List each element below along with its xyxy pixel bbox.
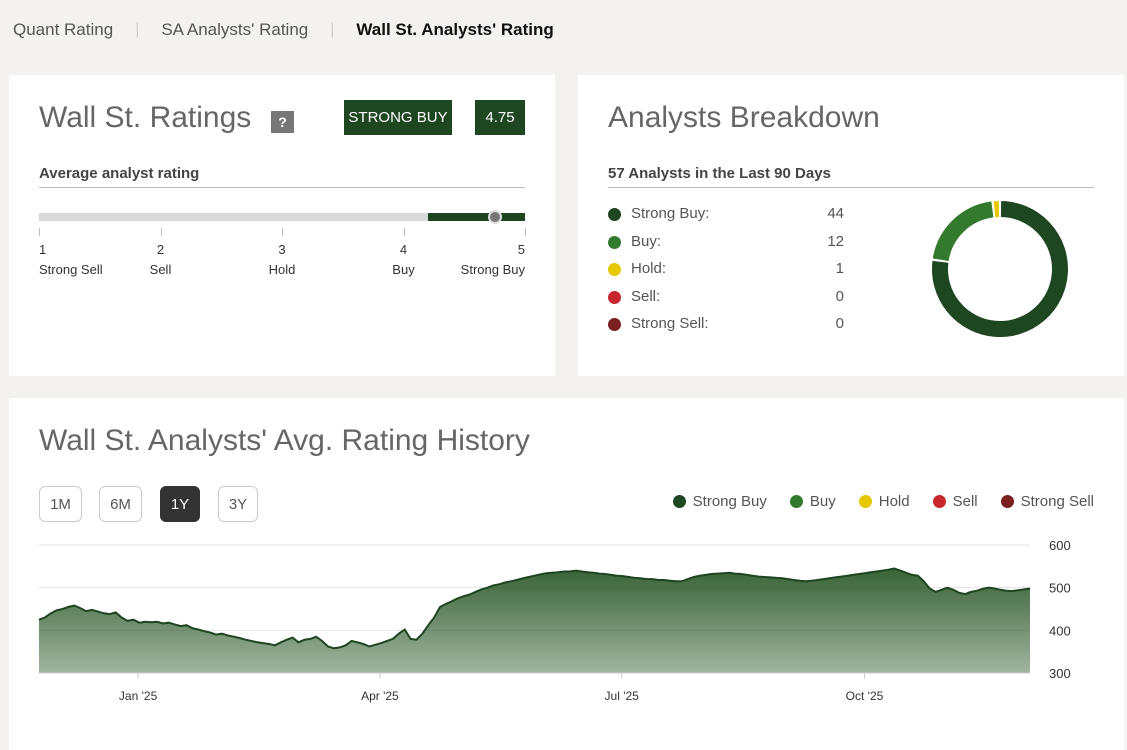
rating-scale-fill: [427, 213, 525, 221]
rating-scale-number: 4: [399, 242, 408, 257]
breakdown-row: Strong Buy: 44: [608, 204, 844, 226]
breakdown-count: 12: [827, 232, 844, 250]
legend-label: Buy: [809, 493, 836, 510]
legend-dot-icon: [608, 290, 621, 304]
breakdown-label: Strong Sell:: [631, 315, 709, 332]
wall-st-ratings-title: Wall St. Ratings: [39, 101, 252, 134]
history-legend: Strong Buy Buy Hold Sell Strong Sell: [672, 493, 1094, 510]
range-button-1y[interactable]: 1Y: [160, 486, 200, 522]
legend-item-sell[interactable]: Sell: [932, 493, 978, 510]
analysts-count-heading: 57 Analysts in the Last 90 Days: [608, 165, 1094, 188]
legend-label: Sell: [952, 493, 978, 510]
rating-tabs: Quant Rating | SA Analysts' Rating | Wal…: [0, 0, 1127, 60]
rating-history-chart: 600 500 400 300 Jan '25 Apr '25 Jul '25 Oct '25: [38, 538, 1071, 703]
rating-scale-label: Strong Sell: [39, 262, 103, 277]
rating-score-badge: 4.75: [475, 100, 525, 135]
rating-scale-tick: [525, 228, 526, 236]
rating-scale-number: 1: [39, 242, 47, 257]
range-button-1m[interactable]: 1M: [39, 486, 82, 522]
breakdown-label: Hold:: [631, 260, 667, 277]
legend-dot-icon: [672, 495, 686, 508]
x-tick-label: Jul '25: [605, 689, 640, 703]
y-tick-label: 500: [1049, 581, 1071, 596]
rating-scale-track: [39, 210, 525, 224]
average-rating-heading: Average analyst rating: [39, 165, 525, 188]
breakdown-label: Strong Buy:: [631, 205, 710, 222]
tab-wall-st-analysts-rating[interactable]: Wall St. Analysts' Rating: [356, 20, 554, 39]
breakdown-donut-chart: [932, 201, 1068, 337]
area-series-line: [38, 567, 1031, 650]
rating-scale-tick: [282, 228, 283, 236]
legend-item-buy[interactable]: Buy: [789, 493, 836, 510]
rating-scale-marker: [487, 210, 502, 224]
breakdown-row: Sell: 0: [608, 287, 844, 309]
breakdown-count: 0: [835, 315, 844, 332]
legend-dot-icon: [789, 495, 803, 508]
legend-item-hold[interactable]: Hold: [858, 493, 910, 510]
breakdown-row: Strong Sell: 0: [608, 314, 844, 336]
legend-dot-icon: [608, 208, 621, 221]
rating-scale-number: 3: [278, 242, 286, 257]
x-tick-label: Jan '25: [119, 689, 158, 703]
y-tick-label: 300: [1049, 666, 1071, 681]
help-icon[interactable]: ?: [271, 111, 294, 133]
area-fill: [39, 568, 1030, 673]
rating-scale-label: Buy: [392, 262, 415, 277]
legend-dot-icon: [608, 235, 621, 249]
rating-scale-label: Sell: [149, 262, 172, 277]
x-tick-label: Apr '25: [361, 689, 399, 703]
rating-history-title: Wall St. Analysts' Avg. Rating History: [39, 424, 530, 457]
legend-dot-icon: [932, 495, 946, 508]
donut-slice: [932, 201, 994, 262]
breakdown-count: 1: [835, 260, 844, 277]
y-tick-label: 600: [1049, 538, 1071, 553]
rating-scale-tick: [39, 228, 40, 236]
wall-st-ratings-card: Wall St. Ratings ? STRONG BUY 4.75 Avera…: [9, 75, 555, 376]
legend-dot-icon: [608, 318, 621, 331]
rating-scale-tick: [160, 228, 162, 236]
legend-dot-icon: [858, 495, 872, 508]
breakdown-row: Buy: 12: [608, 232, 844, 254]
y-tick-label: 400: [1049, 623, 1071, 638]
rating-scale-label: Hold: [268, 262, 296, 277]
legend-label: Strong Buy: [692, 493, 767, 510]
tab-divider: |: [135, 21, 140, 38]
legend-dot-icon: [1000, 495, 1014, 508]
rating-scale-number: 2: [156, 242, 165, 257]
tab-sa-analysts-rating[interactable]: SA Analysts' Rating: [161, 20, 309, 39]
breakdown-count: 44: [827, 205, 844, 222]
x-tick-label: Oct '25: [846, 689, 884, 703]
tab-quant-rating[interactable]: Quant Rating: [13, 20, 114, 39]
range-button-6m[interactable]: 6M: [99, 486, 142, 522]
range-button-3y[interactable]: 3Y: [218, 486, 258, 522]
legend-item-strong-buy[interactable]: Strong Buy: [672, 493, 767, 510]
breakdown-count: 0: [835, 287, 844, 305]
analysts-breakdown-card: Analysts Breakdown 57 Analysts in the La…: [578, 75, 1124, 376]
legend-label: Hold: [878, 493, 910, 510]
breakdown-label: Buy:: [631, 232, 662, 250]
rating-scale-number: 5: [517, 242, 525, 257]
breakdown-label: Sell:: [631, 287, 661, 305]
breakdown-row: Hold: 1: [608, 259, 844, 281]
rating-label-badge: STRONG BUY: [344, 100, 452, 135]
legend-item-strong-sell[interactable]: Strong Sell: [1000, 493, 1094, 510]
rating-history-card: Wall St. Analysts' Avg. Rating History 1…: [9, 398, 1124, 750]
tab-divider: |: [330, 21, 335, 38]
analysts-breakdown-title: Analysts Breakdown: [608, 101, 880, 134]
legend-label: Strong Sell: [1020, 493, 1094, 510]
legend-dot-icon: [608, 263, 621, 276]
rating-scale-label: Strong Buy: [460, 262, 525, 277]
rating-scale-tick: [403, 228, 405, 236]
donut-slice: [932, 201, 1068, 337]
